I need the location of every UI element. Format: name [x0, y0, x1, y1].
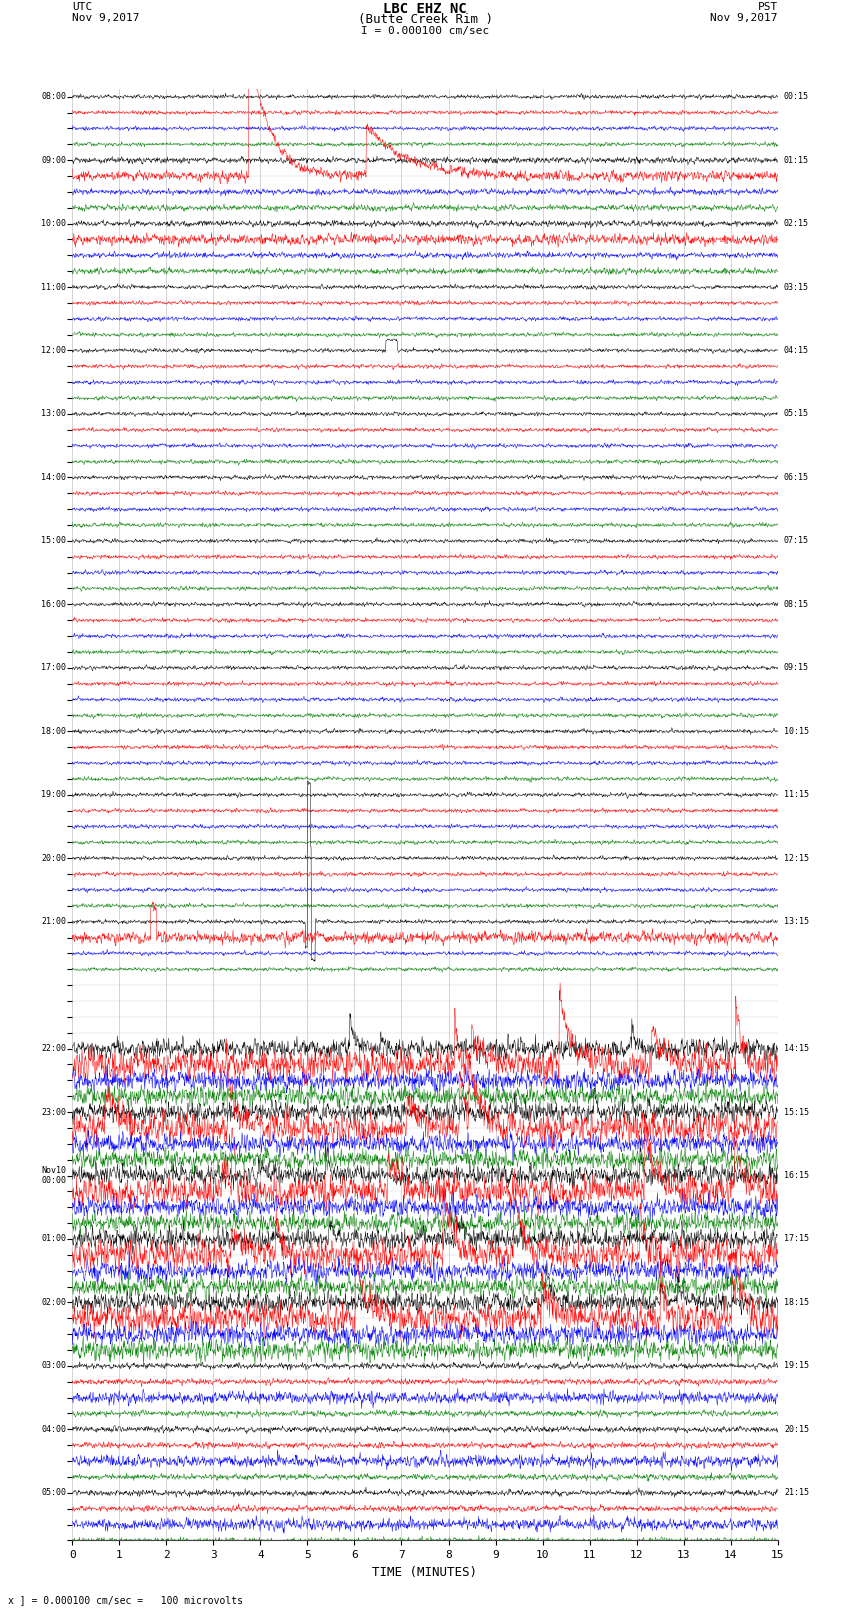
X-axis label: TIME (MINUTES): TIME (MINUTES)	[372, 1566, 478, 1579]
Text: Nov 9,2017: Nov 9,2017	[72, 13, 139, 23]
Text: LBC EHZ NC: LBC EHZ NC	[383, 2, 467, 16]
Text: PST: PST	[757, 2, 778, 11]
Text: I = 0.000100 cm/sec: I = 0.000100 cm/sec	[361, 26, 489, 35]
Text: Nov 9,2017: Nov 9,2017	[711, 13, 778, 23]
Text: (Butte Creek Rim ): (Butte Creek Rim )	[358, 13, 492, 26]
Text: UTC: UTC	[72, 2, 93, 11]
Text: x ] = 0.000100 cm/sec =   100 microvolts: x ] = 0.000100 cm/sec = 100 microvolts	[8, 1595, 243, 1605]
